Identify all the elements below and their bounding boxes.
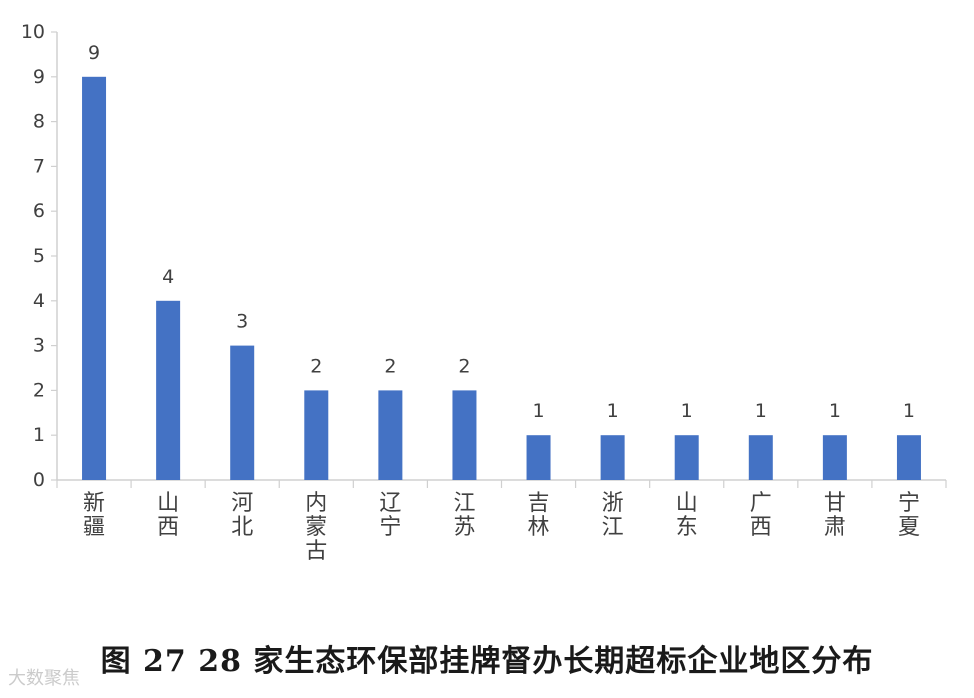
data-label-内蒙古: 2 xyxy=(310,355,322,377)
data-label-甘肃: 1 xyxy=(829,400,841,422)
x-tick-label-广西-1: 西 xyxy=(750,515,772,540)
data-label-山东: 1 xyxy=(681,400,693,422)
plot-area: 0123456789109新疆4山西3河北2内蒙古2辽宁2江苏1吉林1浙江1山东… xyxy=(21,21,947,564)
x-tick-label-内蒙古-0: 内 xyxy=(305,491,327,516)
x-tick-label-河北-1: 北 xyxy=(231,515,253,540)
x-tick-label-江苏-1: 苏 xyxy=(453,515,475,540)
data-label-河北: 3 xyxy=(236,311,248,333)
bar-新疆 xyxy=(82,76,107,481)
x-tick-label-山东-0: 山 xyxy=(676,491,698,516)
y-tick-label: 10 xyxy=(21,21,45,43)
y-tick-label: 0 xyxy=(33,469,45,491)
y-tick-label: 1 xyxy=(33,424,45,446)
x-tick-label-宁夏-0: 宁 xyxy=(898,491,920,516)
bar-山西 xyxy=(156,300,181,480)
x-tick-label-山东-1: 东 xyxy=(676,515,698,540)
x-tick-label-辽宁-1: 宁 xyxy=(379,515,401,540)
x-tick-label-广西-0: 广 xyxy=(750,491,772,516)
figure-caption: 图 27 28 家生态环保部挂牌督办长期超标企业地区分布 xyxy=(100,644,874,679)
bar-江苏 xyxy=(452,390,477,480)
y-tick-label: 9 xyxy=(33,66,45,88)
x-tick-label-浙江-1: 江 xyxy=(602,515,624,540)
x-tick-label-山西-1: 西 xyxy=(157,515,179,540)
bar-甘肃 xyxy=(822,435,847,480)
x-tick-label-吉林-1: 林 xyxy=(528,515,550,540)
y-tick-label: 5 xyxy=(33,245,45,267)
data-label-浙江: 1 xyxy=(607,400,619,422)
data-label-宁夏: 1 xyxy=(903,400,915,422)
data-label-新疆: 9 xyxy=(88,42,100,64)
bar-山东 xyxy=(674,435,699,480)
x-tick-label-宁夏-1: 夏 xyxy=(898,515,920,540)
x-tick-label-新疆-0: 新 xyxy=(83,491,105,516)
data-label-江苏: 2 xyxy=(458,355,470,377)
y-tick-label: 6 xyxy=(33,200,45,222)
x-tick-label-内蒙古-1: 蒙 xyxy=(305,515,327,540)
bar-内蒙古 xyxy=(304,390,329,480)
x-tick-label-内蒙古-2: 古 xyxy=(305,539,327,564)
bar-广西 xyxy=(748,435,773,480)
x-tick-label-新疆-1: 疆 xyxy=(83,515,105,540)
bar-浙江 xyxy=(600,435,625,480)
bar-辽宁 xyxy=(378,390,403,480)
x-tick-label-浙江-0: 浙 xyxy=(602,491,624,516)
bar-宁夏 xyxy=(896,435,921,480)
bar-吉林 xyxy=(526,435,551,480)
data-label-山西: 4 xyxy=(162,266,174,288)
watermark: 大数聚焦 xyxy=(8,668,80,689)
y-tick-label: 8 xyxy=(33,111,45,133)
x-tick-label-吉林-0: 吉 xyxy=(528,491,550,516)
x-tick-label-甘肃-0: 甘 xyxy=(824,491,846,516)
y-tick-label: 7 xyxy=(33,155,45,177)
data-label-吉林: 1 xyxy=(532,400,544,422)
x-tick-label-河北-0: 河 xyxy=(231,491,253,516)
y-tick-label: 4 xyxy=(33,290,45,312)
x-tick-label-山西-0: 山 xyxy=(157,491,179,516)
data-label-广西: 1 xyxy=(755,400,767,422)
x-tick-label-辽宁-0: 辽 xyxy=(379,491,401,516)
y-tick-label: 3 xyxy=(33,335,45,357)
x-tick-label-江苏-0: 江 xyxy=(453,491,475,516)
bar-河北 xyxy=(230,345,255,480)
data-label-辽宁: 2 xyxy=(384,355,396,377)
y-tick-label: 2 xyxy=(33,379,45,401)
x-tick-label-甘肃-1: 肃 xyxy=(824,515,846,540)
